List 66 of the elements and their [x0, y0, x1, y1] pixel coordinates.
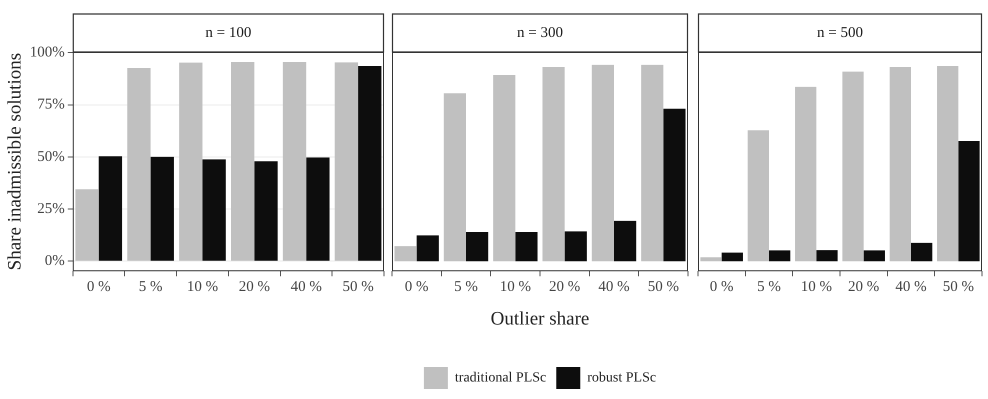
bar	[334, 62, 358, 261]
bar	[816, 250, 838, 262]
bar	[842, 72, 864, 262]
chart-title: n = 300	[517, 24, 563, 41]
bar	[937, 66, 958, 262]
y-tick-label: 25%	[37, 200, 65, 217]
y-tick-label: 100%	[30, 44, 65, 61]
x-tick-label: 20 %	[238, 279, 270, 296]
x-tick-label: 10 %	[800, 279, 832, 296]
x-tick-label: 40 %	[895, 279, 927, 296]
bar	[230, 62, 254, 261]
x-tick-label: 5 %	[138, 279, 162, 296]
y-tick-label: 0%	[44, 253, 65, 270]
bar	[795, 86, 816, 262]
bar	[614, 220, 636, 262]
bar	[722, 252, 743, 262]
bar	[150, 156, 174, 261]
bar	[202, 159, 226, 261]
bar	[394, 246, 417, 262]
bar	[493, 74, 516, 262]
bar	[542, 67, 565, 262]
legend-label: traditional PLSc	[454, 370, 546, 386]
bar	[306, 158, 330, 261]
x-tick-label: 40 %	[290, 279, 322, 296]
bar	[515, 232, 538, 262]
bar	[700, 257, 722, 262]
bar	[663, 108, 686, 262]
x-tick-label: 0 %	[404, 279, 429, 296]
bar	[911, 242, 932, 262]
bar	[358, 66, 382, 261]
x-tick-label: 10 %	[186, 279, 218, 296]
x-tick-label: 50 %	[648, 279, 679, 296]
x-axis-title: Outlier share	[490, 308, 590, 330]
chart-title: n = 100	[205, 24, 252, 41]
legend-label: robust PLSc	[587, 370, 656, 386]
bar	[769, 250, 790, 262]
bar	[864, 250, 885, 262]
bar	[444, 93, 466, 262]
x-tick-label: 10 %	[500, 279, 531, 296]
bar	[890, 67, 911, 262]
x-tick-label: 0 %	[710, 279, 734, 296]
x-tick-label: 40 %	[598, 279, 630, 296]
y-tick-label: 50%	[37, 148, 65, 165]
bar	[127, 68, 151, 261]
x-tick-label: 50 %	[942, 279, 974, 296]
chart-title: n = 500	[817, 24, 863, 41]
bar	[75, 189, 99, 261]
bar	[748, 130, 769, 262]
y-axis-title: Share inadmissible solutions	[4, 52, 26, 270]
bar	[958, 141, 980, 262]
bar	[179, 62, 202, 261]
bar	[641, 64, 664, 262]
x-tick-label: 5 %	[757, 279, 781, 296]
bar	[416, 235, 439, 262]
x-tick-label: 20 %	[549, 279, 580, 296]
bar	[564, 231, 587, 262]
x-tick-label: 5 %	[454, 279, 478, 296]
x-tick-label: 20 %	[848, 279, 880, 296]
bar	[466, 232, 488, 262]
x-tick-label: 50 %	[342, 279, 374, 296]
bar	[98, 156, 122, 261]
y-tick-label: 75%	[37, 96, 65, 113]
bar	[592, 64, 614, 262]
x-tick-label: 0 %	[86, 279, 111, 296]
bar	[254, 161, 278, 261]
bar	[282, 62, 306, 261]
